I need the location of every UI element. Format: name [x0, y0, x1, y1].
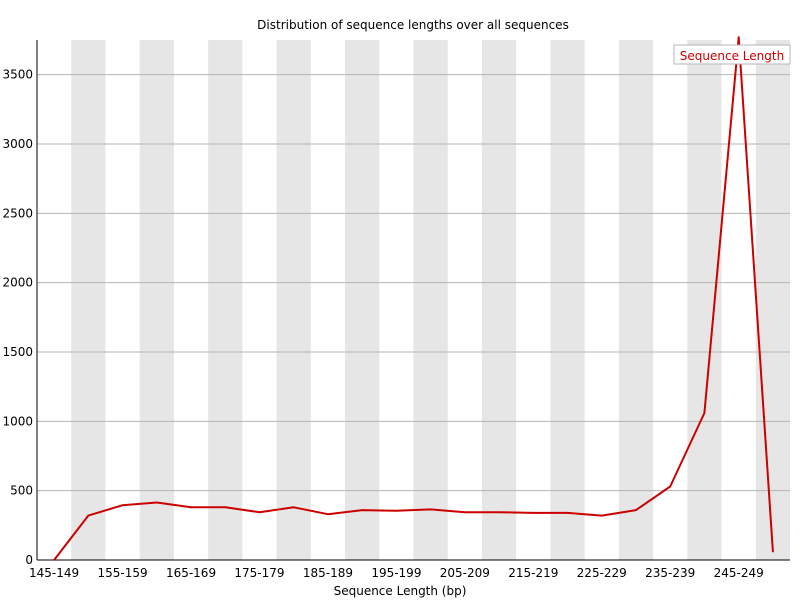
series-line	[53, 36, 774, 561]
data-point	[327, 513, 329, 516]
x-tick-label: 235-239	[645, 566, 695, 580]
y-tick-labels: 0 500 1000 1500 2000 2500 3000 3500	[2, 68, 33, 567]
x-tick-label: 175-179	[234, 566, 284, 580]
data-point	[155, 501, 158, 504]
data-point	[772, 550, 774, 553]
column-band	[276, 40, 311, 560]
data-point	[292, 506, 295, 509]
column-band	[208, 40, 243, 560]
column-band	[139, 40, 174, 560]
x-tick-labels: 145-149 155-159 165-169 175-179 185-189 195-1…	[29, 566, 764, 580]
x-tick-label: 155-159	[97, 566, 147, 580]
column-band	[755, 40, 790, 560]
x-tick-label: 225-229	[577, 566, 627, 580]
data-point	[737, 36, 740, 39]
column-band	[345, 40, 380, 560]
data-point	[703, 412, 706, 414]
data-point	[566, 512, 569, 514]
column-band	[550, 40, 585, 560]
x-tick-label: 145-149	[29, 566, 79, 580]
chart-title: Distribution of sequence lengths over al…	[257, 18, 569, 32]
y-tick-label: 3500	[2, 68, 33, 82]
x-tick-label: 215-219	[508, 566, 558, 580]
column-bands	[71, 40, 790, 560]
horizontal-gridlines	[37, 74, 790, 492]
series-group	[53, 36, 774, 561]
data-point	[190, 506, 192, 509]
data-point	[361, 509, 363, 511]
y-tick-label: 2000	[2, 276, 33, 290]
data-point	[258, 511, 261, 513]
data-point	[429, 508, 432, 511]
x-tick-label: 245-249	[714, 566, 764, 580]
x-tick-label: 205-209	[440, 566, 490, 580]
legend-box	[673, 44, 791, 65]
data-point	[498, 511, 500, 513]
column-band	[618, 40, 654, 560]
column-band	[413, 40, 448, 560]
data-point	[464, 511, 466, 513]
data-point	[121, 504, 124, 507]
legend: Sequence Length	[673, 44, 791, 65]
x-axis-label: Sequence Length (bp)	[334, 584, 467, 598]
column-band	[71, 40, 106, 560]
x-tick-label: 165-169	[166, 566, 216, 580]
data-point	[395, 509, 398, 512]
data-point	[600, 514, 603, 517]
data-point	[532, 512, 535, 514]
legend-label: Sequence Length	[680, 49, 784, 63]
data-point	[669, 485, 672, 488]
data-point	[224, 506, 227, 509]
y-tick-label: 500	[10, 484, 33, 498]
y-tick-label: 0	[25, 553, 33, 567]
y-tick-label: 1500	[2, 345, 33, 359]
column-band	[687, 40, 722, 560]
x-tick-label: 185-189	[303, 566, 353, 580]
y-tick-label: 1000	[2, 414, 33, 428]
y-tick-label: 3000	[2, 137, 33, 151]
data-point	[53, 559, 55, 561]
data-point	[87, 514, 90, 517]
axes	[36, 40, 790, 561]
x-tick-label: 195-199	[371, 566, 421, 580]
data-point	[635, 509, 637, 511]
column-band	[481, 40, 517, 560]
y-tick-label: 2500	[2, 206, 33, 220]
